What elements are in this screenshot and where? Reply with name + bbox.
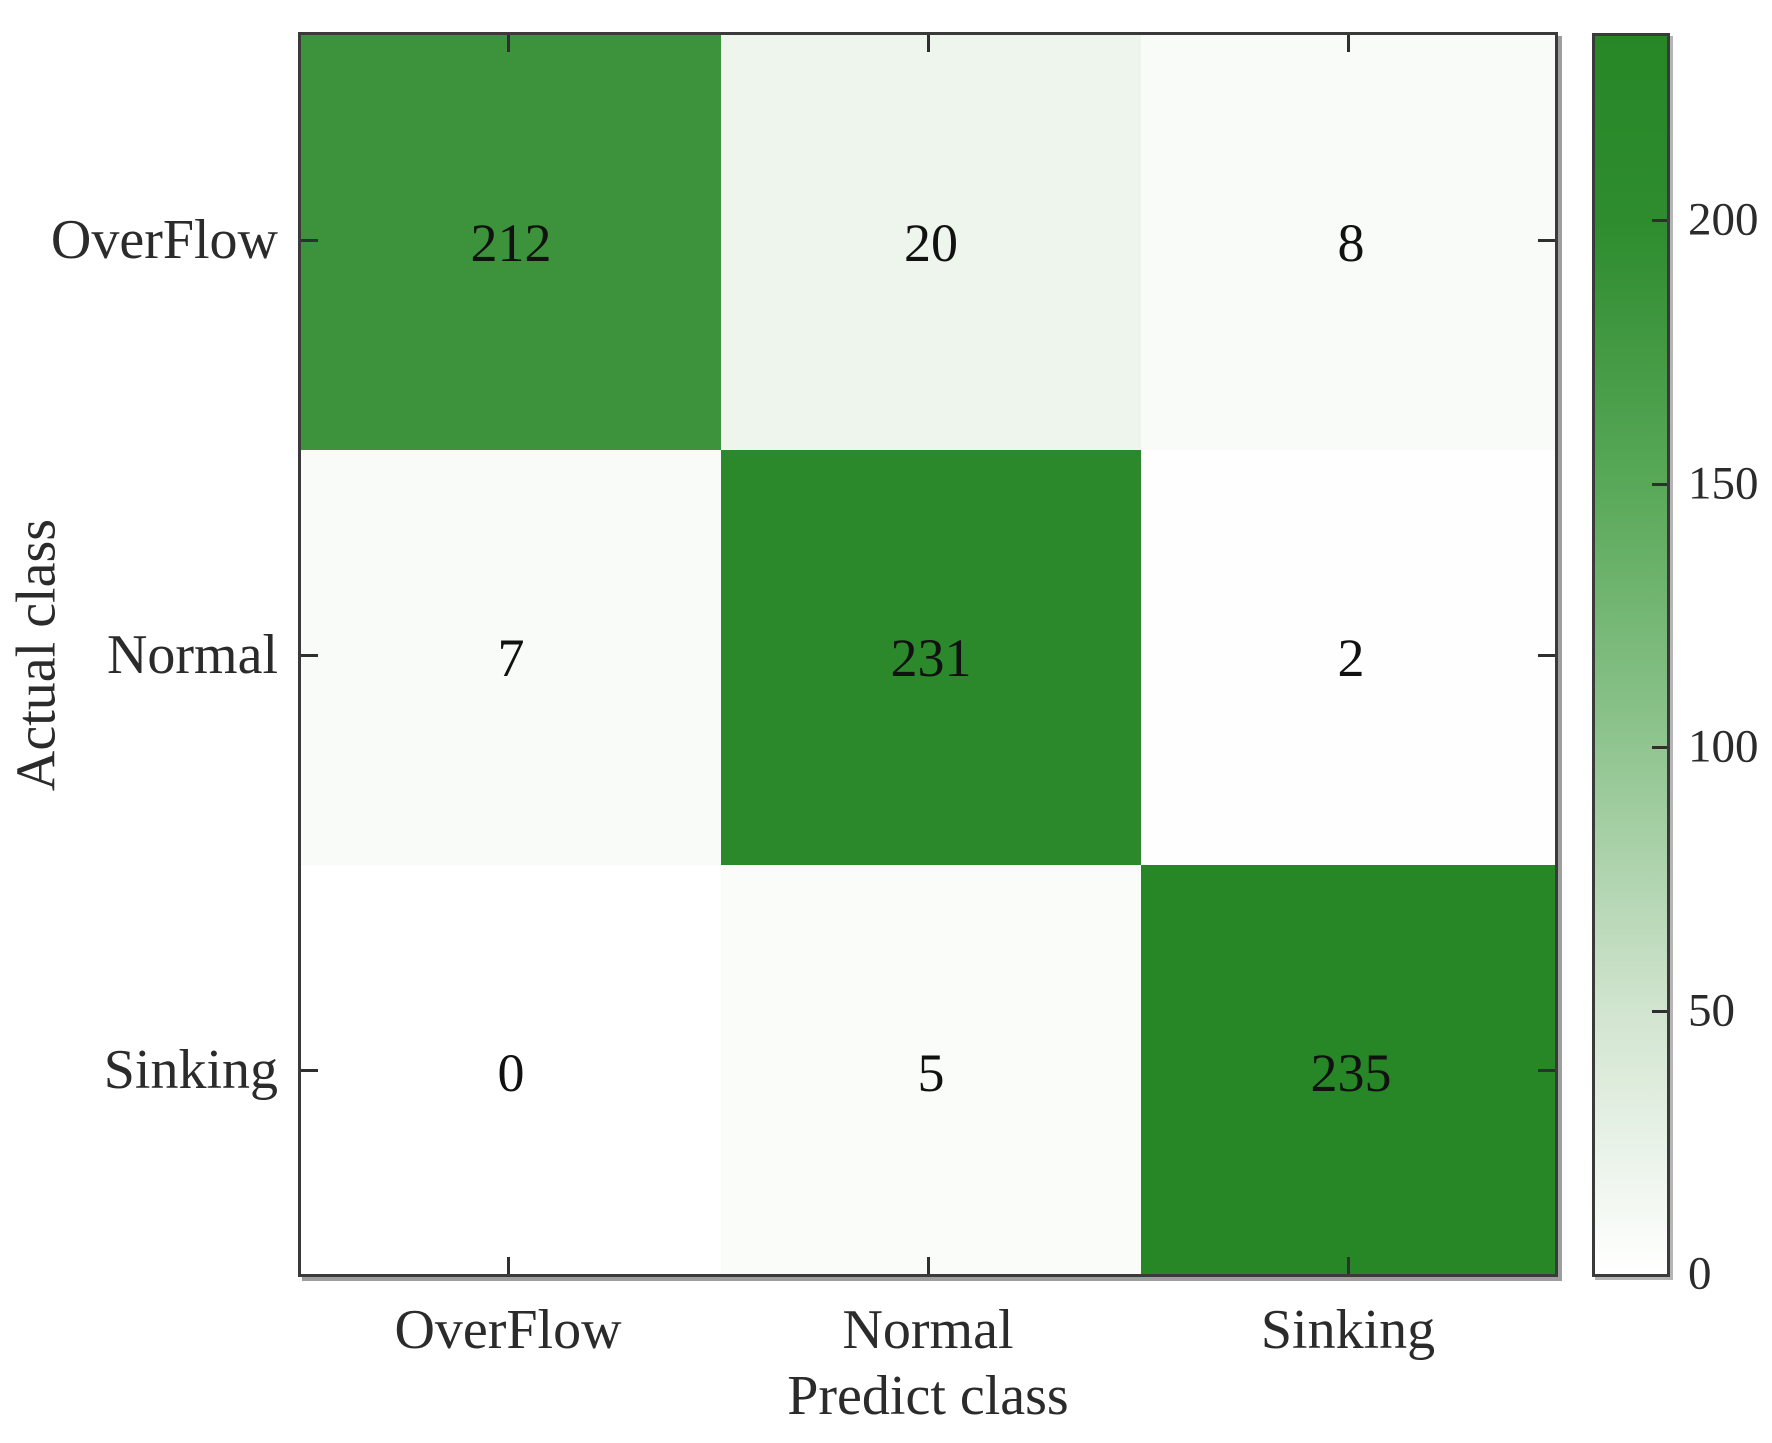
axis-tick	[507, 1257, 510, 1274]
matrix-cell: 8	[1141, 35, 1555, 450]
heatmap-grid: 212 20 8 7 231 2 0 5 235	[298, 32, 1558, 1277]
cell-value: 212	[470, 212, 552, 273]
y-axis-title: Actual class	[5, 518, 68, 792]
y-tick-label: Normal	[106, 623, 278, 686]
y-tick-label: Sinking	[103, 1038, 278, 1101]
axis-tick	[1538, 239, 1555, 242]
colorbar-tick-label: 100	[1688, 720, 1759, 773]
cell-value: 8	[1337, 212, 1365, 273]
matrix-cell: 231	[721, 450, 1141, 865]
colorbar	[1592, 33, 1670, 1277]
axis-tick	[1538, 1069, 1555, 1072]
colorbar-tick	[1652, 1010, 1667, 1013]
matrix-cell: 235	[1141, 865, 1555, 1274]
x-tick-label: OverFlow	[394, 1299, 622, 1361]
axis-tick	[301, 239, 318, 242]
axis-tick	[927, 1257, 930, 1274]
colorbar-tick	[1652, 483, 1667, 486]
x-tick-label: Normal	[842, 1299, 1014, 1361]
x-axis-title: Predict class	[787, 1365, 1069, 1427]
axis-tick	[507, 35, 510, 52]
cell-value: 235	[1310, 1042, 1392, 1103]
cell-value: 20	[904, 212, 958, 273]
cell-value: 2	[1337, 627, 1365, 688]
matrix-cell: 0	[301, 865, 721, 1274]
cell-value: 231	[890, 627, 972, 688]
matrix-cell: 7	[301, 450, 721, 865]
x-tick-label: Sinking	[1260, 1299, 1436, 1361]
axis-tick	[301, 1069, 318, 1072]
matrix-cell: 2	[1141, 450, 1555, 865]
matrix-cell: 212	[301, 35, 721, 450]
colorbar-tick-label: 200	[1688, 193, 1759, 246]
axis-tick	[1347, 1257, 1350, 1274]
colorbar-tick-label: 0	[1688, 1247, 1712, 1300]
cell-value: 5	[917, 1042, 945, 1103]
matrix-cell: 5	[721, 865, 1141, 1274]
y-tick-label: OverFlow	[50, 208, 278, 271]
axis-tick	[927, 35, 930, 52]
cell-value: 0	[497, 1042, 525, 1103]
colorbar-tick	[1652, 746, 1667, 749]
axis-tick	[301, 654, 318, 657]
axis-tick	[1347, 35, 1350, 52]
colorbar-tick-label: 50	[1688, 984, 1735, 1037]
colorbar-tick-label: 150	[1688, 457, 1759, 510]
axis-tick	[1538, 654, 1555, 657]
matrix-cell: 20	[721, 35, 1141, 450]
cell-value: 7	[497, 627, 525, 688]
colorbar-tick	[1652, 219, 1667, 222]
